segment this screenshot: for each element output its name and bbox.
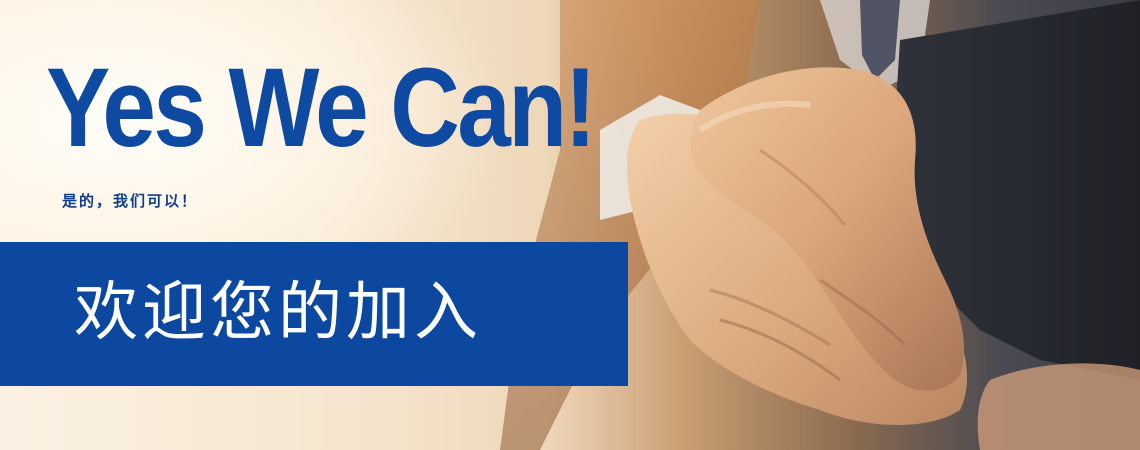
subline: 是的，我们可以！ [62,192,199,210]
welcome-bar: 欢迎您的加入 [0,242,628,386]
welcome-text: 欢迎您的加入 [74,276,482,350]
headline: Yes We Can! [46,45,597,170]
